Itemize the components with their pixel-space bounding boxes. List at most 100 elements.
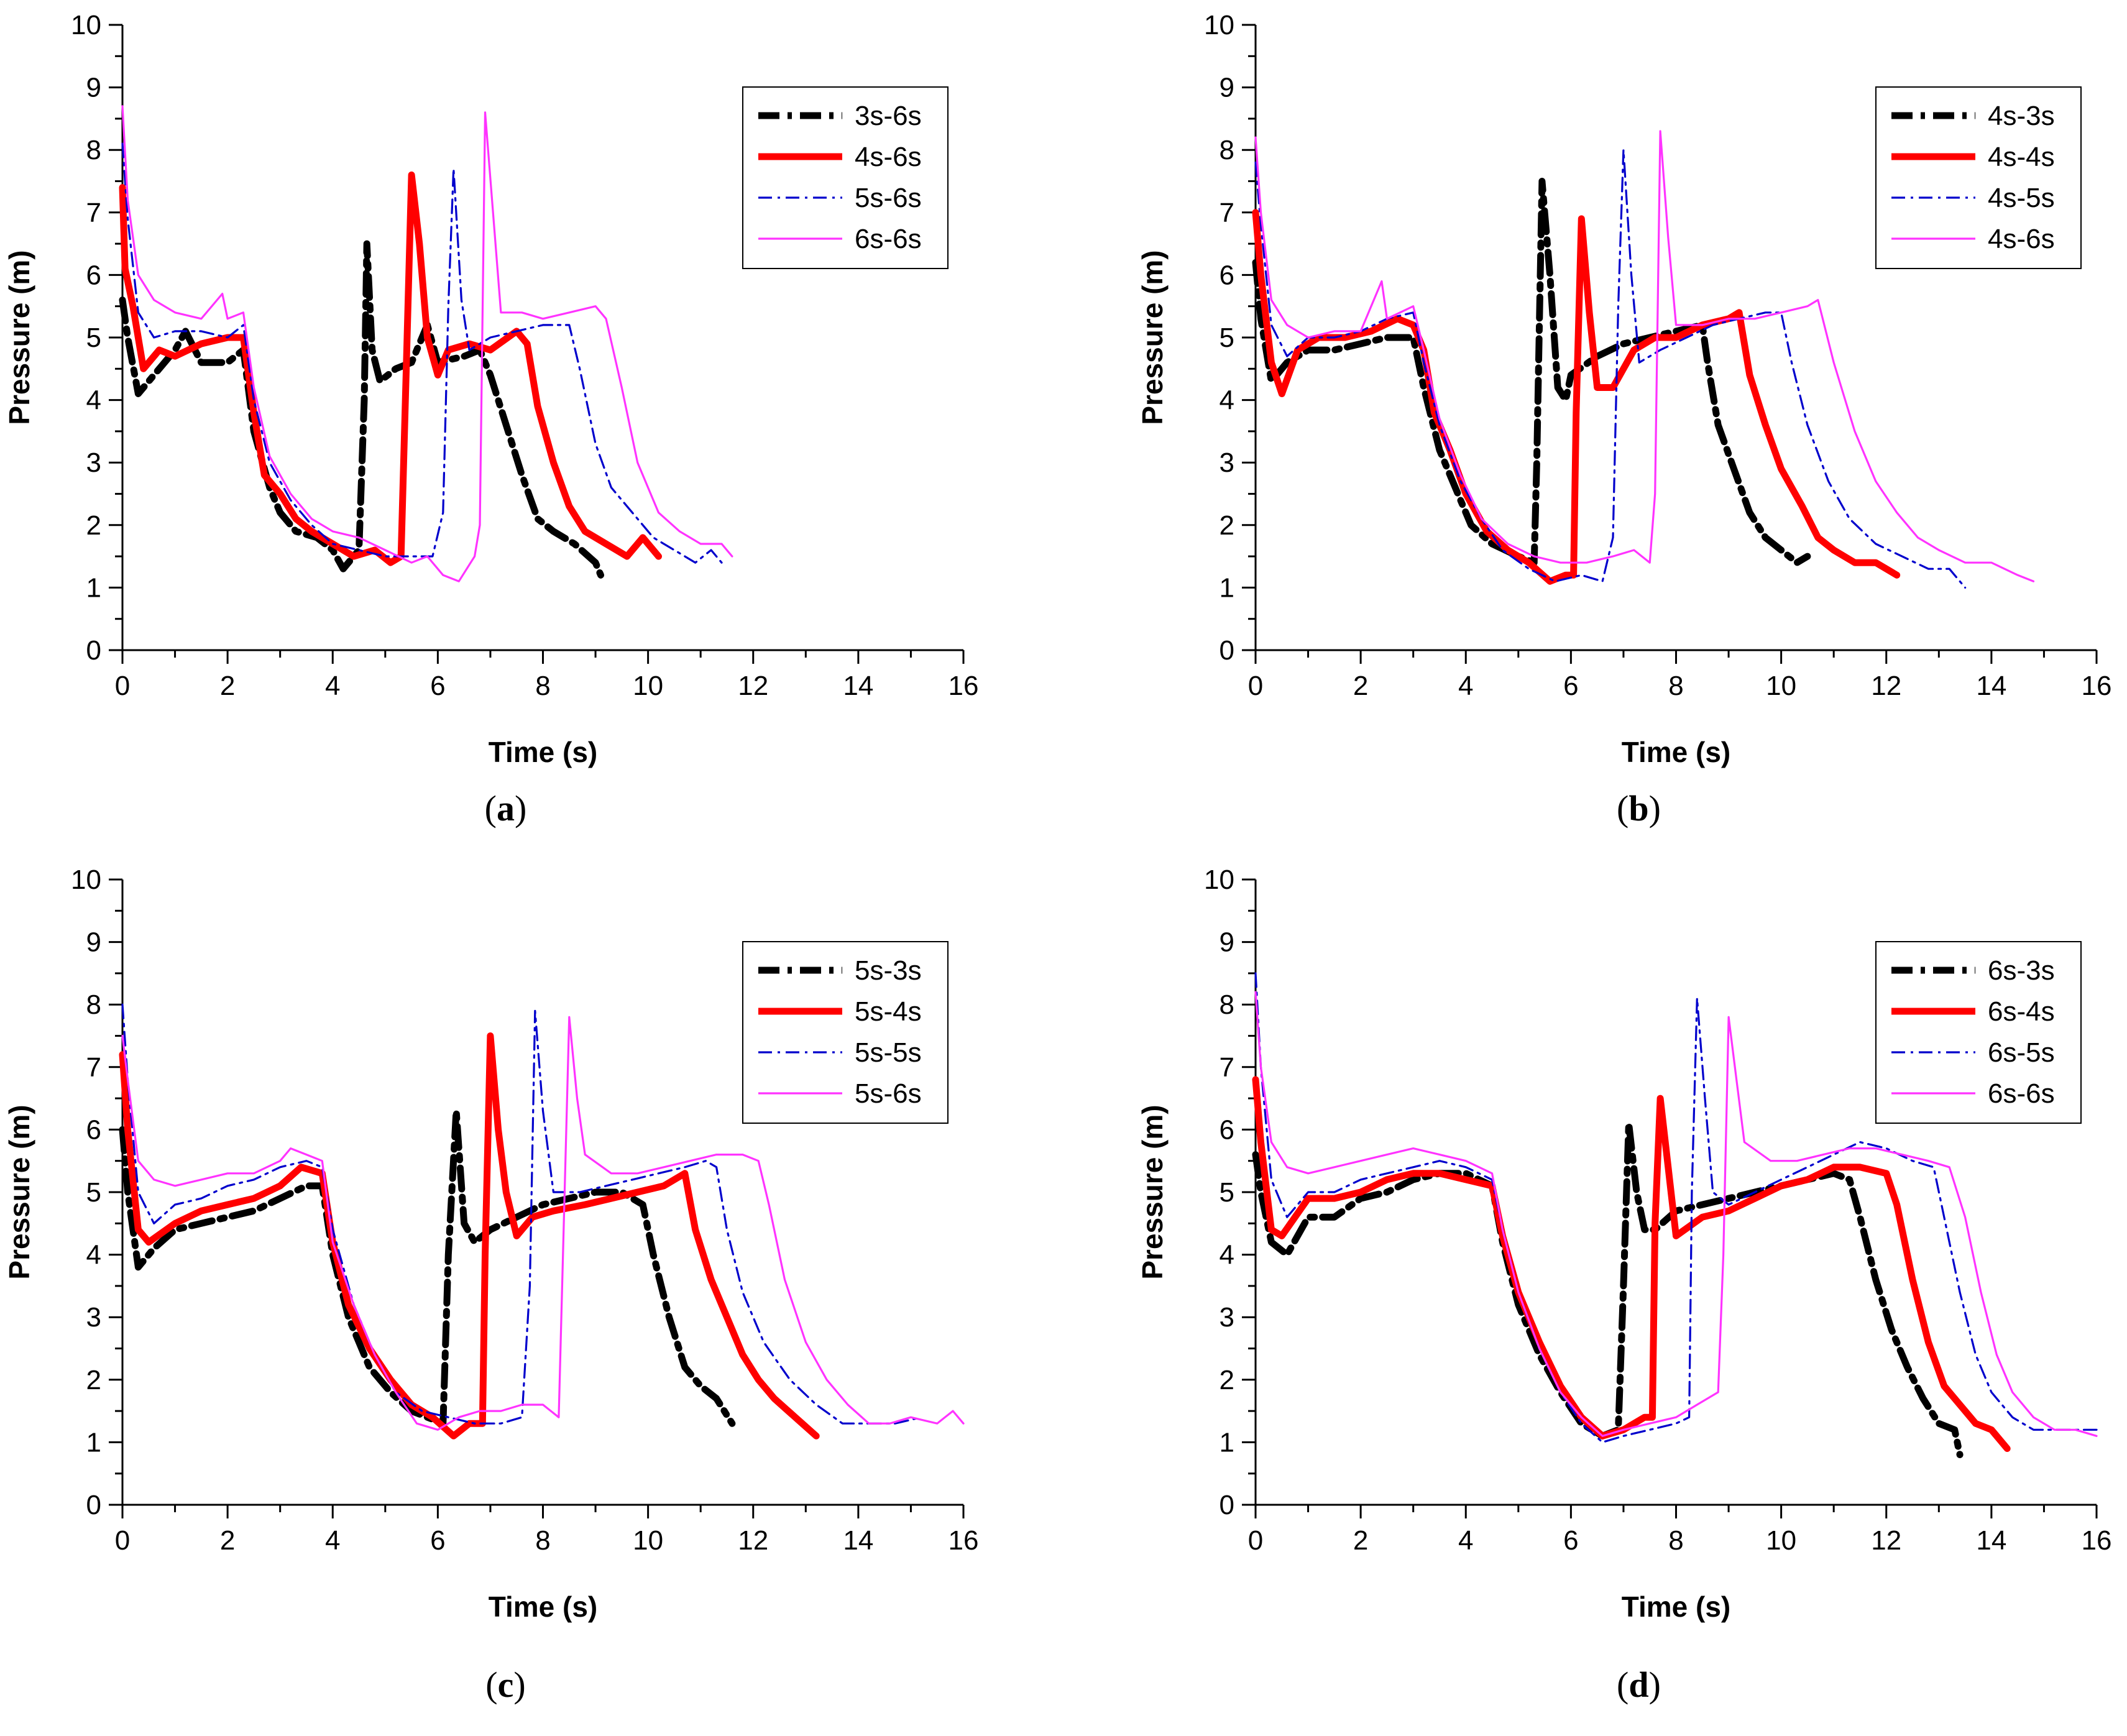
chart-b-y-axis-title: Pressure (m) <box>1136 250 1169 425</box>
chart-b-caption: (b) <box>1617 788 1661 829</box>
chart-c-series-5s-4s-line <box>119 1032 820 1440</box>
chart-b-y-tick-label: 7 <box>1220 198 1234 228</box>
chart-c-series-5s-3s-line <box>119 1107 736 1427</box>
chart-c-series-5s-5s-line <box>121 1003 922 1425</box>
chart-a-y-tick-label: 10 <box>71 10 101 40</box>
chart-a-y-tick-label: 8 <box>86 135 101 165</box>
chart-c-legend-label-5s-4s: 5s-4s <box>855 996 922 1027</box>
chart-d-x-tick-label: 14 <box>1976 1525 2006 1556</box>
chart-b-x-tick-label: 12 <box>1871 671 1901 701</box>
chart-b-legend-label-4s-5s: 4s-5s <box>1988 183 2055 213</box>
chart-a-legend-label-3s-6s: 3s-6s <box>855 101 922 131</box>
chart-d-caption: (d) <box>1617 1665 1661 1705</box>
chart-b-x-tick-label: 14 <box>1976 671 2006 701</box>
chart-c-x-tick-label: 14 <box>843 1525 873 1556</box>
chart-a-x-tick-label: 12 <box>738 671 768 701</box>
chart-d-legend-label-6s-3s: 6s-3s <box>1988 955 2055 986</box>
chart-d-x-tick-label: 0 <box>1248 1525 1263 1556</box>
chart-d-x-axis-title: Time (s) <box>1622 1591 1731 1623</box>
chart-b-y-tick-label: 4 <box>1220 385 1234 416</box>
chart-a-y-tick-label: 1 <box>86 572 101 603</box>
chart-d-y-tick-label: 6 <box>1220 1114 1234 1145</box>
chart-a-legend-label-4s-6s: 4s-6s <box>855 142 922 172</box>
chart-b-legend-label-4s-3s: 4s-3s <box>1988 101 2055 131</box>
chart-c-x-tick-label: 4 <box>325 1525 340 1556</box>
chart-d-x-tick-label: 10 <box>1766 1525 1796 1556</box>
chart-b-series-4s-5s-line <box>1254 149 1967 589</box>
chart-b-y-tick-label: 1 <box>1220 572 1234 603</box>
chart-a-series-4s-6s-line <box>119 171 662 566</box>
chart-b-series-4s-3s-line <box>1252 178 1811 566</box>
chart-c-x-tick-label: 10 <box>633 1525 663 1556</box>
chart-c-y-tick-label: 3 <box>86 1302 101 1333</box>
chart-b-y-tick-label: 6 <box>1220 260 1234 290</box>
chart-d-legend-label-6s-6s: 6s-6s <box>1988 1078 2055 1109</box>
chart-b-legend-label-4s-4s: 4s-4s <box>1988 142 2055 172</box>
chart-d-x-tick-label: 6 <box>1563 1525 1578 1556</box>
chart-d-y-tick-label: 0 <box>1220 1490 1234 1520</box>
chart-c-x-axis-title: Time (s) <box>489 1591 598 1623</box>
chart-d-legend-label-6s-5s: 6s-5s <box>1988 1037 2055 1068</box>
chart-c-legend-label-5s-3s: 5s-3s <box>855 955 922 986</box>
chart-b-legend-label-4s-6s: 4s-6s <box>1988 224 2055 254</box>
chart-a-y-tick-label: 9 <box>86 73 101 103</box>
chart-d-y-tick-label: 3 <box>1220 1302 1234 1333</box>
chart-d-y-tick-label: 10 <box>1204 865 1234 895</box>
chart-d-series-6s-6s-line <box>1254 991 2098 1437</box>
chart-b-x-tick-label: 0 <box>1248 671 1263 701</box>
chart-d-y-axis-title: Pressure (m) <box>1136 1105 1169 1279</box>
chart-d-y-tick-label: 2 <box>1220 1365 1234 1395</box>
chart-d-x-tick-label: 12 <box>1871 1525 1901 1556</box>
chart-b-series-4s-6s-line <box>1254 130 2035 582</box>
chart-a-x-axis-title: Time (s) <box>489 736 598 768</box>
chart-a-y-tick-label: 2 <box>86 510 101 541</box>
chart-a-y-tick-label: 5 <box>86 323 101 353</box>
chart-d-y-tick-label: 4 <box>1220 1240 1234 1270</box>
chart-c-y-axis-title: Pressure (m) <box>3 1105 35 1279</box>
chart-d-x-tick-label: 2 <box>1353 1525 1368 1556</box>
chart-c-y-tick-label: 0 <box>86 1490 101 1520</box>
chart-a-caption: (a) <box>485 788 527 829</box>
chart-b-x-tick-label: 4 <box>1458 671 1473 701</box>
chart-d-x-tick-label: 8 <box>1668 1525 1683 1556</box>
chart-b-y-tick-label: 10 <box>1204 10 1234 40</box>
chart-c-y-tick-label: 6 <box>86 1114 101 1145</box>
chart-b-series-4s-4s-line <box>1252 209 1901 585</box>
chart-d-y-tick-label: 1 <box>1220 1427 1234 1458</box>
chart-a-x-tick-label: 6 <box>430 671 445 701</box>
chart-b-x-tick-label: 16 <box>2082 671 2112 701</box>
chart-b-y-tick-label: 8 <box>1220 135 1234 165</box>
chart-c-y-tick-label: 4 <box>86 1240 101 1270</box>
chart-c-y-tick-label: 10 <box>71 865 101 895</box>
chart-a-y-tick-label: 6 <box>86 260 101 290</box>
chart-a-x-tick-label: 10 <box>633 671 663 701</box>
chart-a-x-tick-label: 14 <box>843 671 873 701</box>
chart-c-legend-label-5s-6s: 5s-6s <box>855 1078 922 1109</box>
chart-a-legend-label-6s-6s: 6s-6s <box>855 224 922 254</box>
chart-d-y-tick-label: 9 <box>1220 927 1234 958</box>
chart-b-x-axis-title: Time (s) <box>1622 736 1731 768</box>
chart-a-x-tick-label: 8 <box>535 671 550 701</box>
chart-d-y-tick-label: 8 <box>1220 990 1234 1020</box>
chart-d-series-6s-3s-line <box>1252 1119 1964 1458</box>
chart-d-x-tick-label: 16 <box>2082 1525 2112 1556</box>
chart-c-x-tick-label: 12 <box>738 1525 768 1556</box>
chart-c-x-tick-label: 6 <box>430 1525 445 1556</box>
chart-b-x-tick-label: 10 <box>1766 671 1796 701</box>
chart-c-y-tick-label: 1 <box>86 1427 101 1458</box>
chart-c-x-tick-label: 2 <box>220 1525 235 1556</box>
chart-a-y-tick-label: 0 <box>86 635 101 666</box>
chart-c-caption: (c) <box>485 1665 525 1705</box>
chart-a-y-tick-label: 7 <box>86 198 101 228</box>
chart-c-x-tick-label: 8 <box>535 1525 550 1556</box>
chart-c-legend-label-5s-5s: 5s-5s <box>855 1037 922 1068</box>
chart-d-x-tick-label: 4 <box>1458 1525 1473 1556</box>
chart-c-y-tick-label: 8 <box>86 990 101 1020</box>
chart-a-legend-label-5s-6s: 5s-6s <box>855 183 922 213</box>
chart-a-series-5s-6s-line <box>121 142 723 564</box>
chart-a-x-tick-label: 4 <box>325 671 340 701</box>
chart-c-y-tick-label: 5 <box>86 1177 101 1208</box>
